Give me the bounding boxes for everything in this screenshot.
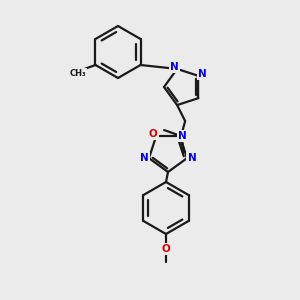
Text: O: O [162,244,170,254]
Text: N: N [170,62,178,72]
Text: N: N [140,153,148,163]
Text: CH₃: CH₃ [69,68,86,77]
Text: N: N [198,69,207,79]
Text: N: N [178,131,187,141]
Text: O: O [149,129,158,139]
Text: N: N [188,153,196,163]
